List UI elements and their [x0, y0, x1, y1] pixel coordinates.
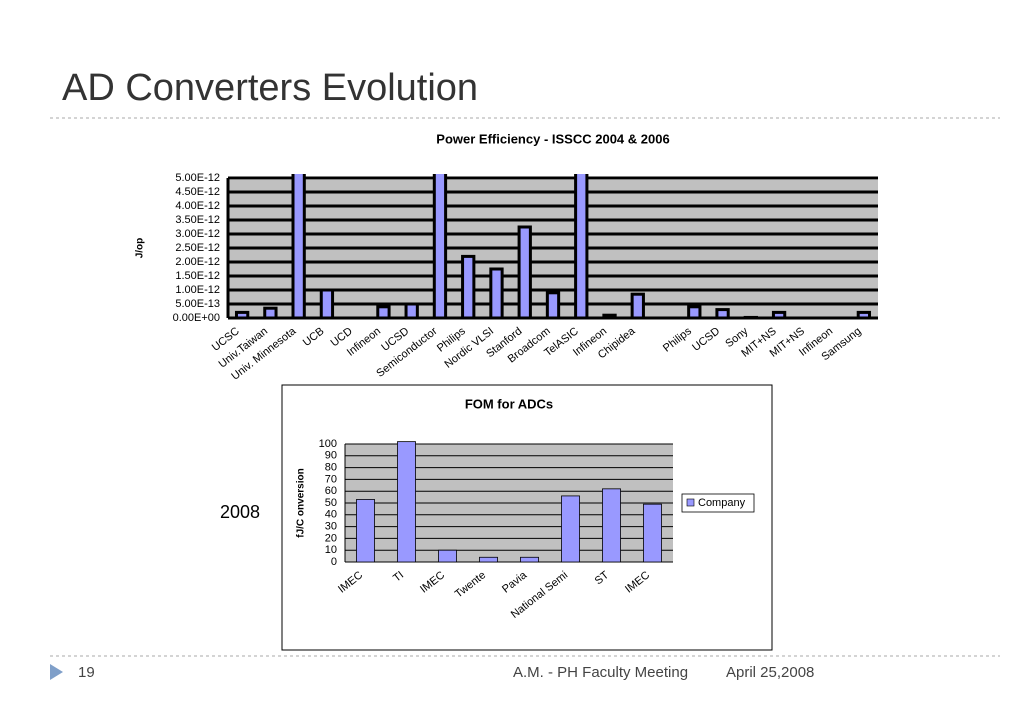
y-tick-label: 5.00E-13 — [175, 298, 220, 310]
bar — [291, 174, 306, 320]
y-tick-label: 0.00E+00 — [173, 312, 220, 324]
bar — [545, 291, 561, 320]
y-tick-label: 30 — [325, 521, 337, 533]
bar — [234, 310, 250, 320]
bar — [856, 310, 872, 320]
chart-title: FOM for ADCs — [465, 396, 553, 411]
y-tick-label: 1.00E-12 — [175, 284, 220, 296]
y-axis-label: J/op — [135, 238, 146, 259]
y-tick-label: 80 — [325, 462, 337, 474]
y-tick-label: 3.00E-12 — [175, 228, 220, 240]
y-tick-label: 20 — [325, 532, 337, 544]
y-tick-label: 90 — [325, 450, 337, 462]
legend-swatch — [686, 498, 695, 507]
y-tick-label: 100 — [319, 438, 337, 450]
y-tick-label: 70 — [325, 473, 337, 485]
bar — [397, 441, 416, 563]
y-tick-label: 2.00E-12 — [175, 256, 220, 268]
footer-date: April 25,2008 — [726, 664, 814, 681]
bar — [438, 549, 457, 563]
y-tick-label: 4.00E-12 — [175, 200, 220, 212]
bar — [561, 495, 580, 563]
x-tick-label: UCSD — [690, 325, 722, 354]
footer-event: A.M. - PH Faculty Meeting — [513, 664, 688, 681]
bar — [517, 225, 532, 320]
bar — [432, 174, 448, 320]
bar — [319, 288, 335, 320]
chart-title: Power Efficiency - ISSCC 2004 & 2006 — [436, 131, 669, 146]
y-tick-label: 4.50E-12 — [175, 186, 220, 198]
bar — [479, 556, 498, 563]
y-tick-label: 3.50E-12 — [175, 214, 220, 226]
y-tick-label: 10 — [325, 544, 337, 556]
x-tick-label: Philips — [661, 325, 694, 355]
bar — [771, 310, 787, 320]
y-tick-label: 2.50E-12 — [175, 242, 220, 254]
y-tick-label: 40 — [325, 509, 337, 521]
annotation: 2008 — [220, 502, 260, 522]
slide-title: AD Converters Evolution — [62, 67, 478, 109]
bar — [461, 254, 476, 320]
y-axis-label: fJ/C onversion — [296, 468, 307, 537]
y-tick-label: 50 — [325, 497, 337, 509]
bar — [520, 556, 539, 563]
y-tick-label: 1.50E-12 — [175, 270, 220, 282]
y-tick-label: 5.00E-12 — [175, 172, 220, 184]
bar — [489, 267, 504, 320]
bar — [356, 499, 375, 563]
bar — [263, 306, 278, 320]
x-tick-label: UCB — [301, 325, 327, 349]
y-tick-label: 0 — [331, 556, 337, 568]
page-number: 19 — [78, 664, 95, 681]
legend-label: Company — [698, 497, 746, 509]
bar — [715, 308, 730, 320]
bar — [687, 305, 702, 320]
y-tick-label: 60 — [325, 485, 337, 497]
bar — [602, 313, 617, 320]
bar — [743, 315, 758, 320]
bar — [376, 305, 391, 320]
bar — [602, 488, 621, 563]
bar — [574, 174, 589, 320]
bar — [630, 292, 645, 320]
bullet — [50, 664, 63, 680]
bar — [643, 503, 662, 563]
bar — [404, 302, 419, 320]
legend-box — [681, 493, 755, 513]
